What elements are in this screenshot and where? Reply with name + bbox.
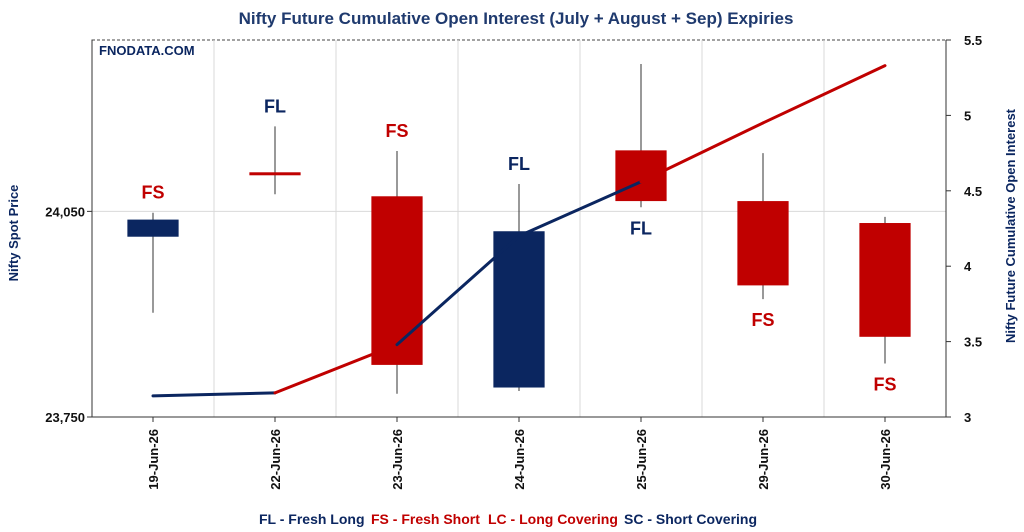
open-interest-line: [151, 64, 887, 398]
x-tick-label: 19-Jun-26: [146, 429, 161, 490]
x-tick-label: 30-Jun-26: [878, 429, 893, 490]
candle-body: [859, 223, 911, 337]
x-tick-label: 23-Jun-26: [390, 429, 405, 490]
legend-item: LC - Long Covering: [488, 511, 618, 527]
candle-annotation-label: FS: [751, 310, 774, 330]
y-right-tick-label: 4: [964, 259, 972, 274]
y-right-tick-label: 3.5: [964, 335, 982, 350]
candle-annotation-label: FS: [873, 375, 896, 395]
candle-annotation-label: FS: [141, 183, 164, 203]
oi-line-segment: [517, 180, 643, 238]
candle-body: [737, 201, 789, 286]
x-tick-label: 25-Jun-26: [634, 429, 649, 490]
x-tick-label: 24-Jun-26: [512, 429, 527, 490]
x-tick-label: 22-Jun-26: [268, 429, 283, 490]
oi-line-segment: [639, 121, 765, 184]
candle-body: [127, 219, 179, 237]
y-right-tick-label: 3: [964, 410, 971, 425]
oi-line-segment: [761, 64, 887, 125]
y-axis-left-label: Nifty Spot Price: [6, 185, 21, 282]
legend: FL - Fresh Long FS - Fresh Short LC - Long…: [259, 511, 757, 527]
y-right-tick-label: 5: [964, 108, 971, 123]
y-left-tick-label: 24,050: [45, 204, 85, 219]
oi-line-segment: [273, 343, 399, 395]
chart-title: Nifty Future Cumulative Open Interest (J…: [239, 9, 794, 28]
candle-body: [371, 196, 423, 365]
legend-item: SC - Short Covering: [624, 511, 757, 527]
candle-annotation-label: FL: [264, 96, 286, 116]
candle-body: [615, 150, 667, 202]
x-tick-label: 29-Jun-26: [756, 429, 771, 490]
y-axis-right-label: Nifty Future Cumulative Open Interest: [1003, 108, 1018, 343]
candle-annotation-label: FL: [630, 218, 652, 238]
candle-body: [249, 172, 301, 176]
candles: [127, 63, 911, 394]
oi-line-segment: [395, 234, 521, 347]
legend-item: FS - Fresh Short: [371, 511, 480, 527]
oi-line-segment: [151, 391, 277, 398]
candle-body: [493, 231, 545, 388]
y-right-tick-label: 5.5: [964, 33, 982, 48]
axes: 23,750 24,050 3 3.5 4 4.5 5 5.5 19-Jun-26 22-Jun-…: [45, 33, 982, 490]
y-right-tick-label: 4.5: [964, 184, 982, 199]
candle-annotation-label: FS: [385, 121, 408, 141]
legend-item: FL - Fresh Long: [259, 511, 365, 527]
watermark: FNODATA.COM: [99, 43, 195, 58]
y-left-tick-label: 23,750: [45, 410, 85, 425]
candle-annotation-label: FL: [508, 154, 530, 174]
candle-annotations: FS FL FS FL FL FS FS: [141, 96, 896, 394]
